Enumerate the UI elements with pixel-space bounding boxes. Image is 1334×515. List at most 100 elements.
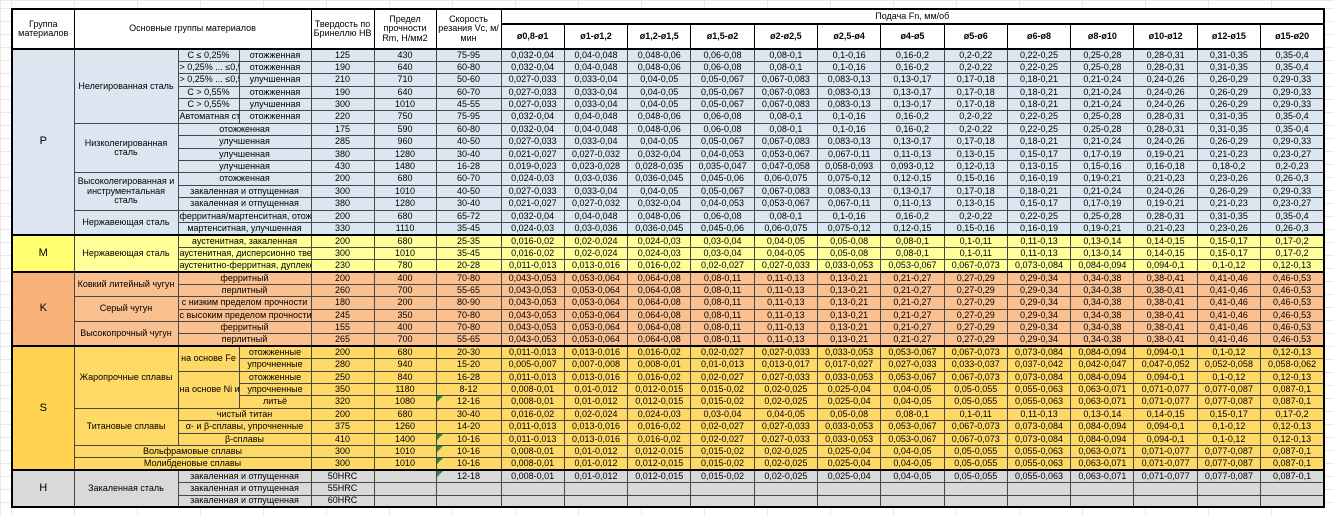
cell-feed-value[interactable]: 0,017-0,027 [816,358,882,372]
cell-hardness[interactable]: 200 [310,270,375,285]
cell-condition[interactable]: закаленная и отпущенная [177,469,312,484]
cell-feed-value[interactable]: 0,053-0,064 [563,283,629,298]
cell-feed-value[interactable]: 0,28-0,31 [1133,209,1198,223]
cell-feed-value[interactable]: 0,035-0,047 [690,159,755,174]
cell-feed-value[interactable]: 0,1-0,16 [816,110,882,124]
cell-condition[interactable]: закаленная и отпущенная [177,197,312,211]
cell-strength[interactable]: 1080 [373,395,437,409]
cell-strength[interactable]: 590 [373,122,437,137]
cell-feed-value[interactable]: 0,2-0,22 [943,209,1008,223]
cell-feed-value[interactable]: 0,17-0,2 [1260,233,1325,248]
header-hardness[interactable]: Твердость по Бринеллю HB [310,8,375,50]
cell-hardness[interactable]: 125 [310,47,375,62]
cell-material-group[interactable]: Закаленная сталь [73,469,179,508]
cell-feed-value[interactable]: 0,04-0,05 [627,98,692,112]
cell-feed-value[interactable]: 0,077-0,087 [1196,383,1262,397]
cell-hardness[interactable]: 350 [310,383,375,397]
cell-cutting-speed[interactable]: 75-95 [435,47,502,62]
cell-feed-value[interactable]: 0,13-0,14 [1070,246,1135,261]
cell-feed-value[interactable]: 0,04-0,048 [563,60,629,75]
cell-feed-value[interactable]: 0,34-0,38 [1070,270,1135,285]
cell-hardness[interactable]: 410 [310,432,375,447]
cell-feed-value[interactable]: 0,15-0,16 [1070,159,1135,174]
cell-feed-value[interactable]: 0,11-0,13 [880,147,945,162]
cell-cutting-speed[interactable]: 70-80 [435,270,502,285]
cell-cutting-speed[interactable]: 20-28 [435,259,502,273]
cell-feed-value[interactable]: 0,087-0,1 [1260,444,1325,459]
cell-condition[interactable]: закаленная и отпущенная [177,482,312,496]
cell-feed-value[interactable]: 0,27-0,29 [943,270,1008,285]
cell-hardness[interactable]: 190 [310,85,375,100]
cell-feed-value[interactable]: 0,2-0,22 [943,122,1008,137]
cell-feed-value[interactable]: 0,38-0,41 [1133,321,1198,335]
cell-feed-value[interactable]: 0,17-0,19 [1070,147,1135,162]
cell-strength[interactable]: 1280 [373,197,437,211]
cell-feed-value[interactable]: 0,21-0,24 [1070,135,1135,149]
cell-feed-value[interactable] [1133,482,1198,496]
cell-feed-value[interactable]: 0,094-0,1 [1133,345,1198,360]
cell-feed-value[interactable]: 0,084-0,094 [1070,259,1135,273]
cell-feed-value[interactable]: 0,033-0,053 [816,432,882,447]
cell-feed-value[interactable]: 0,15-0,17 [1196,246,1262,261]
cell-feed-value[interactable]: 0,34-0,38 [1070,283,1135,298]
cell-cutting-speed[interactable]: 40-50 [435,184,502,199]
cell-feed-value[interactable]: 0,053-0,067 [753,197,819,211]
cell-strength[interactable]: 1180 [373,383,437,397]
cell-feed-value[interactable]: 0,04-0,05 [880,444,945,459]
cell-feed-value[interactable]: 0,043-0,053 [500,270,565,285]
cell-hardness[interactable]: 300 [310,457,375,471]
cell-feed-value[interactable]: 0,25-0,28 [1070,60,1135,75]
cell-hardness[interactable]: 50HRC [310,469,375,484]
cell-material-group[interactable]: Нержавеющая сталь [73,233,179,273]
cell-feed-value[interactable]: 0,032-0,04 [500,122,565,137]
cell-condition[interactable]: улучшенная [238,98,312,112]
cell-feed-value[interactable]: 0,024-0,03 [627,246,692,261]
cell-feed-value[interactable]: 0,34-0,38 [1070,308,1135,323]
cell-feed-value[interactable]: 0,055-0,063 [1006,444,1072,459]
cell-feed-value[interactable]: 0,024-0,03 [500,221,565,236]
cell-feed-value[interactable]: 0,2-0,22 [943,60,1008,75]
cell-feed-value[interactable]: 0,12-0,15 [880,221,945,236]
cell-feed-value[interactable]: 0,31-0,35 [1196,209,1262,223]
cell-feed-value[interactable]: 0,011-0,013 [500,259,565,273]
cell-feed-value[interactable]: 0,048-0,06 [627,110,692,124]
cell-feed-value[interactable]: 0,16-0,2 [880,122,945,137]
cell-feed-value[interactable]: 0,02-0,027 [690,370,755,385]
feed-column-header[interactable]: ø2-ø2,5 [753,23,819,50]
cell-feed-value[interactable]: 0,08-0,11 [690,333,755,347]
cell-hardness[interactable]: 285 [310,135,375,149]
cell-feed-value[interactable] [690,482,755,496]
cell-cutting-speed[interactable]: 60-80 [435,122,502,137]
cell-feed-value[interactable]: 0,04-0,05 [627,184,692,199]
cell-feed-value[interactable]: 0,019-0,023 [500,159,565,174]
cell-feed-value[interactable]: 0,1-0,16 [816,209,882,223]
cell-feed-value[interactable]: 0,063-0,071 [1070,469,1135,484]
cell-feed-value[interactable]: 0,16-0,2 [880,209,945,223]
cell-feed-value[interactable]: 0,28-0,31 [1133,122,1198,137]
cell-feed-value[interactable]: 0,06-0,08 [690,60,755,75]
cell-strength[interactable]: 940 [373,358,437,372]
cell-feed-value[interactable]: 0,11-0,13 [1006,233,1072,248]
cell-feed-value[interactable]: 0,12-0,13 [1260,370,1325,385]
cell-feed-value[interactable]: 0,047-0,052 [1133,358,1198,372]
cell-feed-value[interactable]: 0,21-0,23 [1196,147,1262,162]
cell-feed-value[interactable]: 0,011-0,013 [500,345,565,360]
cell-feed-value[interactable]: 0,08-0,1 [753,47,819,62]
cell-condition[interactable]: с высоким пределом прочности [177,308,312,323]
cell-feed-value[interactable]: 0,087-0,1 [1260,383,1325,397]
cell-feed-value[interactable]: 0,094-0,1 [1133,259,1198,273]
cell-feed-value[interactable]: 0,016-0,02 [627,420,692,434]
cell-feed-value[interactable]: 0,033-0,04 [563,184,629,199]
cell-hardness[interactable]: 175 [310,122,375,137]
cell-feed-value[interactable]: 0,04-0,05 [753,407,819,422]
cell-feed-value[interactable]: 0,2-0,22 [943,110,1008,124]
cell-feed-value[interactable]: 0,015-0,02 [690,444,755,459]
cell-feed-value[interactable]: 0,008-0,01 [500,395,565,409]
cell-feed-value[interactable]: 0,016-0,02 [627,259,692,273]
cell-hardness[interactable]: 380 [310,147,375,162]
cell-feed-value[interactable]: 0,025-0,04 [816,395,882,409]
cell-feed-value[interactable]: 0,08-0,11 [690,308,755,323]
cell-material-subtype[interactable]: C > 0,55% [177,98,240,112]
cell-feed-value[interactable]: 0,043-0,053 [500,283,565,298]
cell-feed-value[interactable]: 0,02-0,027 [690,432,755,447]
